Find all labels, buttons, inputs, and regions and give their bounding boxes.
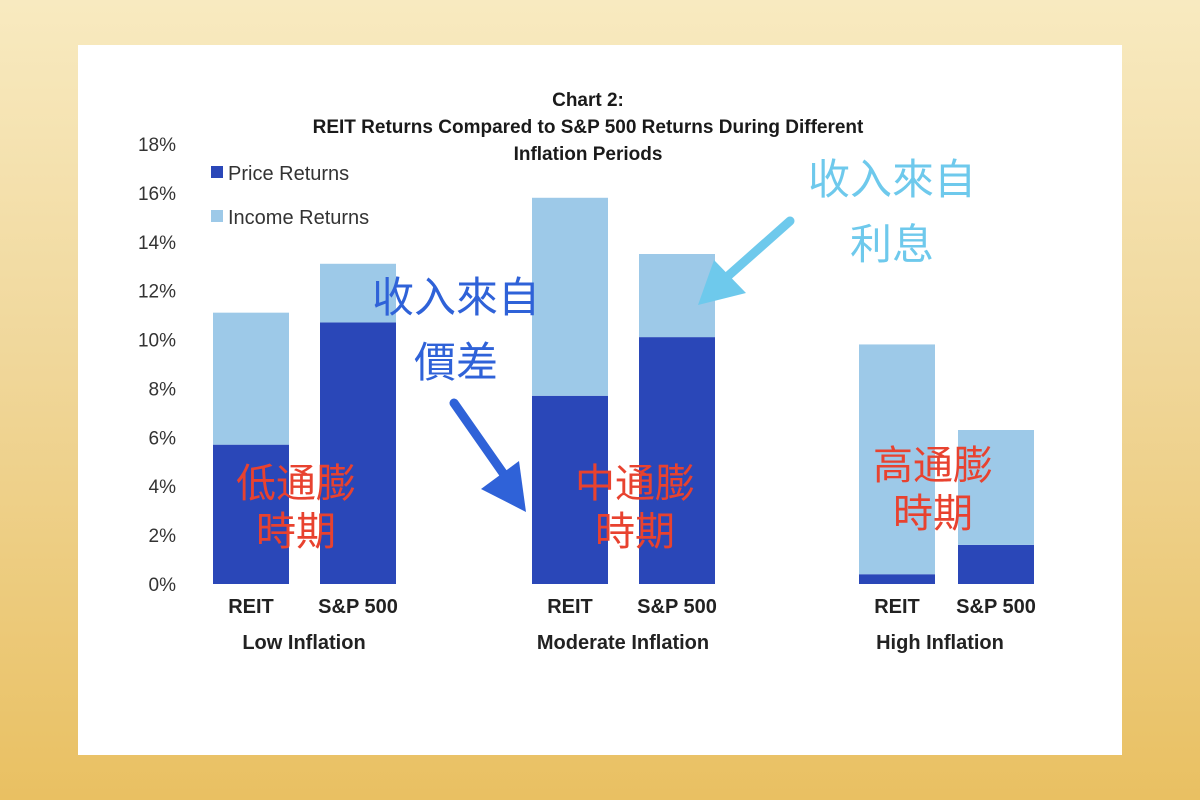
y-tick-label: 18% bbox=[138, 135, 176, 156]
annotation-price-diff-line-1: 收入來自 bbox=[372, 274, 540, 321]
y-tick-label: 12% bbox=[138, 282, 176, 303]
x-category-label: S&P 500 bbox=[956, 596, 1036, 618]
arrow-price-diff-head-icon bbox=[481, 461, 526, 512]
x-category-label: REIT bbox=[228, 596, 274, 618]
chinese-annotations: 低通膨 時期 中通膨 時期 高通膨 時期 收入來自 價差 收入來自 利息 bbox=[236, 156, 993, 554]
x-axis-labels: REIT S&P 500 Low Inflation REIT S&P 500 Moder… bbox=[228, 596, 1036, 654]
x-category-label: REIT bbox=[547, 596, 593, 618]
annotation-moderate-line-1: 中通膨 bbox=[575, 462, 695, 506]
y-tick-label: 4% bbox=[149, 477, 177, 498]
bar-price-returns bbox=[213, 444, 289, 584]
x-category-label: S&P 500 bbox=[637, 596, 717, 618]
annotation-arrows bbox=[449, 216, 795, 512]
legend-swatch-income bbox=[211, 210, 223, 222]
legend-label-price: Price Returns bbox=[228, 163, 349, 185]
annotation-price-diff-line-2: 價差 bbox=[414, 339, 498, 386]
annotation-low-line-1: 低通膨 bbox=[236, 462, 356, 506]
chart-title-line-1: Chart 2: bbox=[552, 90, 624, 111]
x-group-label: Moderate Inflation bbox=[537, 632, 709, 654]
bar-price-returns bbox=[958, 544, 1034, 584]
x-group-label: Low Inflation bbox=[242, 632, 365, 654]
chart-title-line-3: Inflation Periods bbox=[514, 144, 663, 165]
annotation-low-line-2: 時期 bbox=[256, 510, 336, 554]
y-tick-label: 8% bbox=[149, 379, 177, 400]
annotation-interest-line-1: 收入來自 bbox=[808, 156, 976, 203]
bar-price-returns bbox=[320, 322, 396, 584]
y-tick-label: 14% bbox=[138, 233, 176, 254]
x-category-label: S&P 500 bbox=[318, 596, 398, 618]
y-tick-label: 6% bbox=[149, 428, 177, 449]
legend-swatch-price bbox=[211, 166, 223, 178]
legend: Price Returns Income Returns bbox=[211, 163, 369, 229]
y-tick-label: 16% bbox=[138, 184, 176, 205]
bars bbox=[213, 197, 1034, 584]
bar-income-returns bbox=[213, 312, 289, 445]
arrow-price-diff-icon bbox=[449, 398, 515, 488]
y-axis: 0% 2% 4% 6% 8% 10% 12% 14% 16% 18% bbox=[138, 135, 176, 596]
bar-price-returns bbox=[859, 574, 935, 584]
y-tick-label: 10% bbox=[138, 331, 176, 352]
chart-title-line-2: REIT Returns Compared to S&P 500 Returns… bbox=[313, 117, 864, 138]
bar-income-returns bbox=[320, 263, 396, 323]
arrow-interest-head-icon bbox=[698, 260, 746, 305]
bar-income-returns bbox=[859, 344, 935, 575]
stacked-bar-chart: Chart 2: REIT Returns Compared to S&P 50… bbox=[138, 90, 1036, 654]
y-tick-label: 0% bbox=[149, 575, 177, 596]
annotation-interest-line-2: 利息 bbox=[850, 221, 934, 268]
bar-income-returns bbox=[532, 197, 608, 396]
bar-income-returns bbox=[958, 430, 1034, 545]
arrow-interest-icon bbox=[723, 216, 795, 281]
annotation-moderate-line-2: 時期 bbox=[595, 510, 675, 554]
bar-price-returns bbox=[639, 337, 715, 584]
legend-label-income: Income Returns bbox=[228, 207, 369, 229]
y-tick-label: 2% bbox=[149, 526, 177, 547]
x-group-label: High Inflation bbox=[876, 632, 1004, 654]
annotation-high-line-1: 高通膨 bbox=[873, 444, 993, 488]
chart-title: Chart 2: REIT Returns Compared to S&P 50… bbox=[313, 90, 864, 165]
annotation-high-line-2: 時期 bbox=[893, 492, 973, 536]
bar-price-returns bbox=[532, 395, 608, 584]
x-category-label: REIT bbox=[874, 596, 920, 618]
chart-card: Chart 2: REIT Returns Compared to S&P 50… bbox=[78, 45, 1122, 755]
